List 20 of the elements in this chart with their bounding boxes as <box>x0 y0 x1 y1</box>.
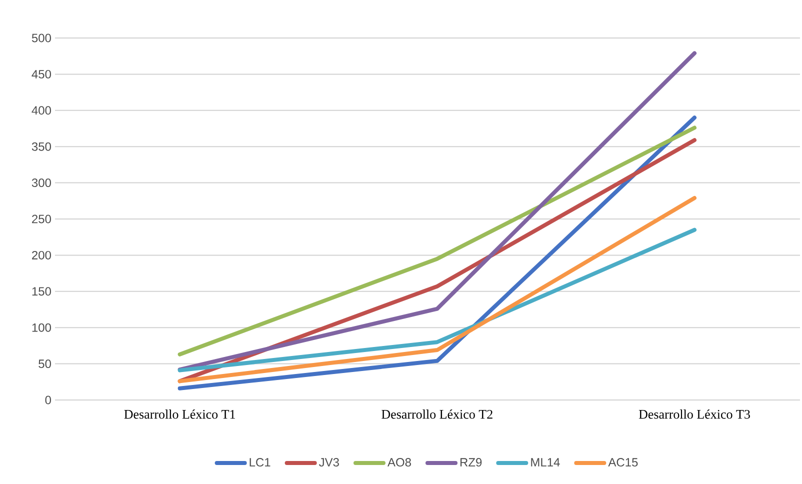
y-tick-label: 500 <box>32 34 51 42</box>
legend-label: AO8 <box>388 458 411 467</box>
y-tick-label: 300 <box>32 178 51 188</box>
y-tick-label: 100 <box>32 323 51 332</box>
y-tick-label: 450 <box>32 70 51 78</box>
y-tick-label: 250 <box>32 214 51 224</box>
legend-label: JV3 <box>319 458 339 467</box>
legend-label: AC15 <box>608 458 638 467</box>
y-tick-label: 50 <box>38 360 52 368</box>
legend-label: LC1 <box>250 458 270 467</box>
legend-label: ML14 <box>531 458 560 466</box>
y-tick-label: 0 <box>45 396 52 404</box>
x-tick-label: Desarrollo Léxico T3 <box>638 410 750 419</box>
y-tick-label: 400 <box>32 106 51 115</box>
y-tick-label: 200 <box>32 250 51 260</box>
y-tick-label: 350 <box>32 142 51 151</box>
x-tick-label: Desarrollo Léxico T1 <box>124 410 235 419</box>
x-tick-label: Desarrollo Léxico T2 <box>382 410 492 419</box>
y-tick-label: 150 <box>32 287 51 296</box>
legend-label: RZ9 <box>460 458 482 467</box>
